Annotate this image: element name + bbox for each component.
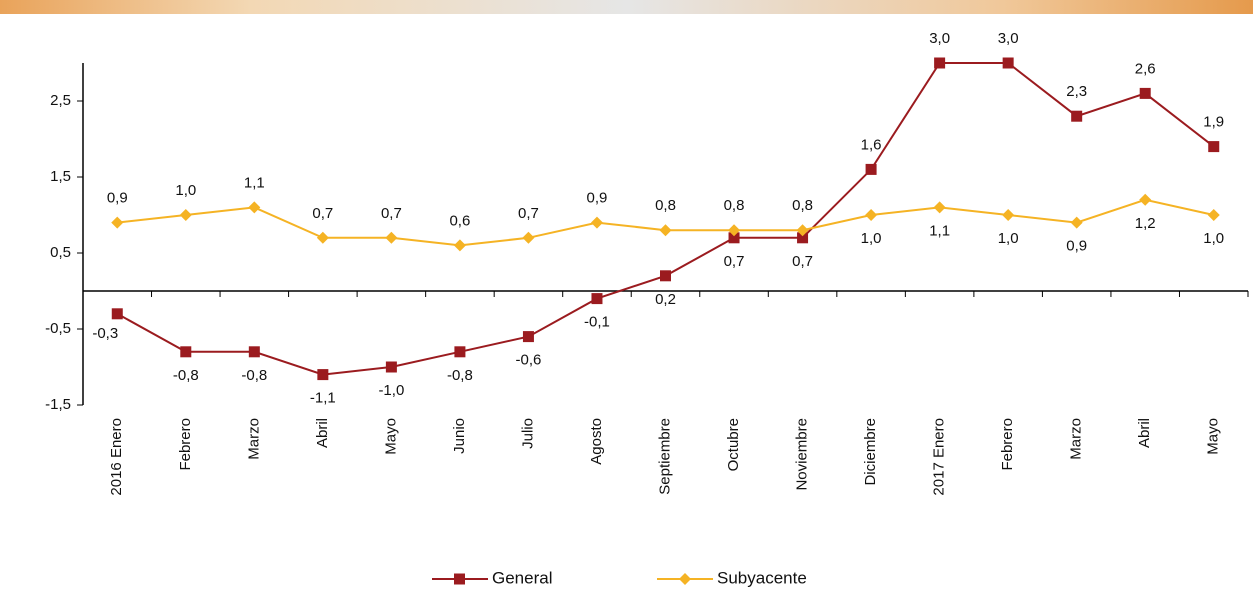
data-label: 1,1 bbox=[929, 222, 950, 239]
data-label: 0,9 bbox=[107, 190, 128, 207]
data-label: 1,2 bbox=[1135, 215, 1156, 232]
data-label: 0,9 bbox=[587, 190, 608, 207]
background bbox=[0, 14, 1253, 604]
data-label: 1,6 bbox=[861, 136, 882, 153]
data-label: -1,1 bbox=[310, 390, 336, 407]
x-tick-label: Mayo bbox=[1205, 418, 1222, 455]
data-label: 0,7 bbox=[381, 205, 402, 222]
data-label: 0,7 bbox=[792, 253, 813, 270]
marker bbox=[796, 224, 809, 237]
data-label: 0,9 bbox=[1066, 238, 1087, 255]
x-tick-label: Mayo bbox=[382, 418, 399, 455]
marker bbox=[248, 201, 261, 214]
y-tick-label: 2,5 bbox=[50, 92, 71, 109]
data-label: 3,0 bbox=[929, 30, 950, 47]
marker bbox=[453, 239, 466, 252]
marker bbox=[111, 216, 124, 229]
marker bbox=[934, 57, 946, 69]
x-tick-label: Junio bbox=[451, 418, 468, 454]
marker bbox=[728, 232, 740, 244]
data-label: 0,7 bbox=[518, 205, 539, 222]
marker bbox=[1208, 141, 1220, 153]
marker bbox=[933, 201, 946, 214]
data-label: 0,8 bbox=[724, 197, 745, 214]
marker bbox=[1207, 209, 1220, 221]
legend-marker bbox=[679, 573, 691, 585]
y-tick-label: 1,5 bbox=[50, 168, 71, 185]
data-label: -0,8 bbox=[173, 367, 199, 384]
marker bbox=[1002, 209, 1015, 221]
data-label: 3,0 bbox=[998, 30, 1019, 47]
marker bbox=[317, 369, 329, 381]
marker bbox=[1139, 193, 1152, 206]
data-label: 2,3 bbox=[1066, 83, 1087, 100]
data-label: -0,8 bbox=[241, 367, 267, 384]
data-label: 1,9 bbox=[1203, 114, 1224, 131]
data-label: 0,7 bbox=[724, 253, 745, 270]
marker bbox=[316, 231, 329, 244]
marker bbox=[454, 346, 466, 358]
data-label: 1,0 bbox=[1203, 230, 1224, 247]
data-label: 1,0 bbox=[998, 230, 1019, 247]
marker bbox=[1070, 216, 1083, 229]
marker bbox=[1002, 57, 1014, 69]
marker bbox=[248, 346, 260, 358]
legend-marker bbox=[454, 573, 465, 585]
data-label: -0,6 bbox=[516, 352, 542, 369]
marker bbox=[728, 224, 741, 237]
marker bbox=[865, 163, 877, 175]
x-tick-label: Noviembre bbox=[794, 418, 811, 491]
x-tick-label: Marzo bbox=[245, 418, 262, 460]
top-band bbox=[0, 0, 1253, 14]
marker bbox=[385, 361, 397, 373]
x-tick-label: Agosto bbox=[588, 418, 605, 465]
marker bbox=[111, 308, 123, 320]
y-tick-label: -1,5 bbox=[45, 396, 71, 413]
data-label: -1,0 bbox=[378, 382, 404, 399]
data-label: -0,1 bbox=[584, 314, 610, 331]
x-tick-label: Septiembre bbox=[656, 418, 673, 495]
x-tick-label: Diciembre bbox=[862, 418, 879, 486]
data-label: 0,8 bbox=[655, 197, 676, 214]
data-label: 0,2 bbox=[655, 291, 676, 308]
marker bbox=[659, 224, 672, 237]
data-label: 0,8 bbox=[792, 197, 813, 214]
marker bbox=[179, 209, 192, 221]
y-tick-label: -0,5 bbox=[45, 320, 71, 337]
x-tick-label: Abril bbox=[314, 418, 331, 448]
marker bbox=[180, 346, 192, 358]
data-label: 0,7 bbox=[312, 205, 333, 222]
data-label: 1,0 bbox=[175, 182, 196, 199]
data-label: 1,1 bbox=[244, 174, 265, 191]
marker bbox=[865, 209, 878, 221]
marker bbox=[522, 331, 534, 343]
marker bbox=[797, 232, 809, 244]
marker bbox=[1139, 87, 1151, 99]
data-label: 0,6 bbox=[449, 212, 470, 229]
data-label: -0,3 bbox=[92, 325, 118, 342]
marker bbox=[590, 216, 603, 229]
x-tick-label: Julio bbox=[519, 418, 536, 449]
x-tick-label: Febrero bbox=[999, 418, 1016, 471]
legend-label: General bbox=[492, 568, 552, 587]
x-tick-label: 2017 Enero bbox=[931, 418, 948, 496]
x-tick-label: Abril bbox=[1136, 418, 1153, 448]
marker bbox=[591, 293, 603, 305]
x-tick-label: Marzo bbox=[1068, 418, 1085, 460]
x-tick-label: Febrero bbox=[177, 418, 194, 471]
y-tick-label: 0,5 bbox=[50, 244, 71, 261]
x-tick-label: Octubre bbox=[725, 418, 742, 471]
marker bbox=[522, 231, 535, 244]
data-label: -0,8 bbox=[447, 367, 473, 384]
marker bbox=[1071, 110, 1083, 122]
legend-label: Subyacente bbox=[717, 568, 807, 587]
x-tick-label: 2016 Enero bbox=[108, 418, 125, 496]
data-label: 2,6 bbox=[1135, 60, 1156, 77]
data-label: 1,0 bbox=[861, 230, 882, 247]
marker bbox=[660, 270, 671, 282]
marker bbox=[385, 231, 398, 244]
